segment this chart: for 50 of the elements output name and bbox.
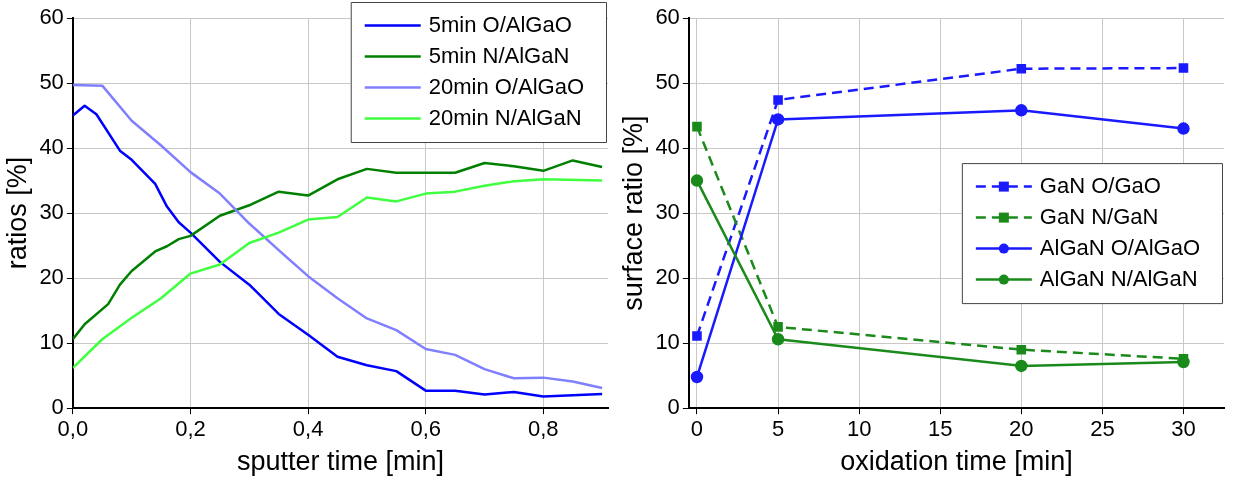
y-tick-label: 50 bbox=[39, 69, 64, 95]
y-tick-label: 20 bbox=[39, 264, 64, 290]
x-tick-label: 15 bbox=[927, 416, 953, 442]
legend-label: AlGaN N/AlGaN bbox=[1039, 265, 1198, 291]
point bbox=[1016, 63, 1027, 74]
x-axis-title: oxidation time [min] bbox=[840, 446, 1073, 477]
y-tick-label: 40 bbox=[655, 134, 680, 160]
x-tick-label: 25 bbox=[1090, 416, 1115, 442]
legend-label: 20min N/AlGaN bbox=[428, 104, 582, 130]
legend-label: 5min N/AlGaN bbox=[428, 42, 570, 68]
legend-label: 20min O/AlGaO bbox=[428, 73, 584, 99]
x-axis-title: sputter time [min] bbox=[236, 446, 444, 477]
x-tick-label: 0,8 bbox=[528, 416, 559, 442]
legend-label: 5min O/AlGaO bbox=[428, 11, 572, 37]
point bbox=[690, 174, 704, 187]
x-tick-label: 5 bbox=[771, 416, 785, 442]
y-tick-label: 50 bbox=[655, 69, 680, 95]
point bbox=[1016, 344, 1027, 355]
y-tick-label: 0 bbox=[667, 394, 680, 420]
x-tick-label: 30 bbox=[1171, 416, 1196, 442]
y-axis-title: ratios [%] bbox=[1, 156, 32, 270]
point bbox=[1015, 104, 1028, 117]
x-tick-label: 0,2 bbox=[175, 416, 206, 442]
point bbox=[692, 121, 702, 132]
x-tick-label: 0,6 bbox=[410, 416, 441, 442]
y-tick-label: 10 bbox=[655, 329, 680, 355]
point bbox=[771, 113, 785, 126]
point bbox=[773, 95, 783, 105]
legend-label: GaN O/GaO bbox=[1039, 172, 1161, 198]
point bbox=[1015, 359, 1028, 373]
point bbox=[771, 333, 785, 346]
point bbox=[1178, 63, 1189, 73]
y-tick-label: 40 bbox=[39, 134, 64, 160]
legend-label: AlGaN O/AlGaO bbox=[1039, 234, 1200, 260]
point bbox=[1177, 122, 1190, 135]
y-tick-label: 30 bbox=[655, 199, 680, 225]
point bbox=[690, 370, 704, 384]
point bbox=[692, 331, 702, 341]
y-tick-label: 20 bbox=[655, 264, 680, 290]
x-tick-label: 20 bbox=[1009, 416, 1034, 442]
y-tick-label: 60 bbox=[39, 4, 64, 30]
x-tick-label: 0,4 bbox=[292, 416, 324, 442]
legend-label: GaN N/GaN bbox=[1039, 203, 1159, 229]
y-tick-label: 60 bbox=[655, 4, 680, 30]
y-tick-label: 30 bbox=[39, 199, 64, 225]
y-axis-title: surface ratio [%] bbox=[617, 115, 648, 311]
point bbox=[773, 322, 783, 332]
x-tick-label: 10 bbox=[846, 416, 872, 442]
y-tick-label: 10 bbox=[39, 329, 64, 355]
x-tick-label: 0 bbox=[690, 416, 704, 442]
